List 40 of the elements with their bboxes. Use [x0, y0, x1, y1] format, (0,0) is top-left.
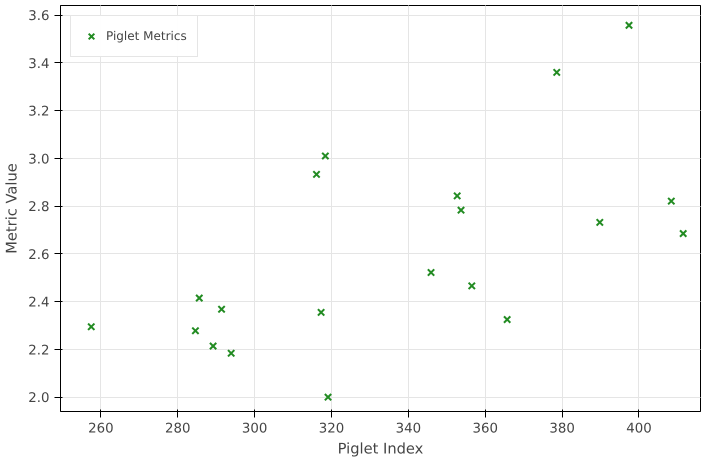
y-tick-label: 2.8: [28, 200, 50, 216]
y-tick-label: 2.6: [28, 248, 50, 263]
point: [321, 152, 330, 160]
y-tick-label: 3.0: [28, 152, 50, 168]
point: [468, 282, 476, 290]
x-tick-label: 300: [242, 422, 268, 436]
point: [453, 192, 462, 200]
point: [624, 21, 634, 30]
y-tick-label: 2.4: [28, 296, 50, 311]
point: [217, 305, 226, 314]
x-tick-label: 260: [88, 422, 114, 436]
point: [226, 349, 236, 358]
point: [191, 326, 200, 335]
x-tick-label: 280: [165, 422, 190, 436]
point: [596, 218, 604, 227]
y-tick-label: 2.2: [28, 343, 50, 358]
legend-label: Piglet Metrics: [106, 29, 187, 43]
y-tick-label: 2.0: [28, 391, 50, 406]
x-tick-label: 340: [396, 422, 422, 436]
x-tick-label: 400: [626, 422, 652, 436]
x-tick-label: 360: [472, 422, 498, 436]
point: [502, 315, 512, 324]
point: [679, 229, 688, 238]
y-tick-label: 3.6: [28, 9, 50, 24]
point: [667, 196, 676, 206]
y-axis-title: Metric Value: [3, 163, 20, 254]
point: [87, 322, 96, 331]
point: [456, 206, 466, 214]
point: [426, 268, 436, 277]
point: [208, 342, 218, 350]
point: [195, 294, 204, 302]
x-tick-label: 320: [318, 422, 344, 436]
point: [324, 392, 332, 402]
y-tick-label: 3.2: [28, 104, 50, 120]
point: [312, 170, 321, 179]
x-axis-title: Piglet Index: [338, 440, 424, 458]
x-tick-label: 380: [549, 422, 575, 436]
point: [316, 308, 326, 317]
point: [552, 68, 561, 77]
y-tick-label: 3.4: [28, 56, 50, 72]
